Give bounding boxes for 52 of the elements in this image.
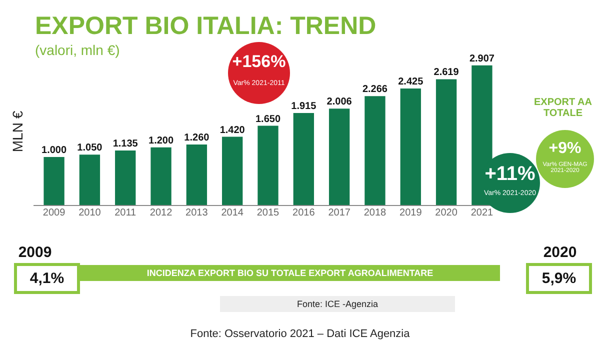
text: 2020: [542, 244, 578, 261]
x-tick-label: 2013: [186, 208, 208, 218]
source-note: Fonte: Osservatorio 2021 – Dati ICE Agenzia: [189, 328, 411, 340]
text: 5,9%: [526, 263, 592, 294]
data-label: 1.260: [184, 132, 210, 144]
bar: [258, 126, 278, 205]
bar: [222, 136, 243, 205]
bar: [293, 113, 314, 205]
bar: [79, 154, 100, 205]
data-label: 1.420: [220, 124, 246, 136]
bar: [364, 96, 386, 205]
bar: [328, 108, 350, 205]
data-label: 2.266: [362, 84, 388, 96]
x-tick-label: 2016: [292, 208, 316, 218]
x-tick-label: 2011: [114, 208, 137, 218]
data-label: 2.006: [326, 96, 352, 108]
data-label: 2.907: [469, 53, 495, 64]
data-label: 1.135: [112, 138, 138, 150]
x-tick-label: 2014: [221, 208, 244, 218]
data-label: 2.425: [398, 76, 424, 88]
y-axis-title: MLN €: [10, 110, 26, 152]
x-tick-label: 2010: [78, 208, 102, 218]
bar: [186, 144, 208, 205]
x-tick-label: 2012: [150, 208, 173, 218]
data-label: 1.200: [148, 135, 174, 146]
chart-title: EXPORT BIO ITALIA: TREND: [35, 12, 376, 41]
text: +9%: [548, 140, 582, 158]
chart-subtitle: (valori, mln €): [35, 42, 120, 58]
text: EXPORT AA TOTALE: [533, 97, 593, 119]
x-tick-label: 2021: [470, 208, 494, 218]
text: INCIDENZA EXPORT BIO SU TOTALE EXPORT AGROALIMENTARE: [80, 265, 500, 281]
source-note: Fonte: ICE -Agenzia: [220, 296, 455, 312]
text: 2009: [17, 244, 53, 261]
data-label: 1.000: [42, 144, 67, 156]
x-tick-label: 2017: [328, 208, 351, 218]
x-tick-label: 2020: [435, 208, 458, 218]
bar: [115, 150, 136, 205]
data-label: 2.619: [434, 67, 460, 78]
bar: [436, 79, 457, 205]
bar: [44, 156, 64, 205]
annotation: +11%: [484, 163, 536, 186]
x-tick-label: 2019: [400, 208, 422, 218]
x-tick-label: 2015: [256, 208, 280, 218]
data-label: 1.650: [255, 114, 281, 125]
bar: [150, 147, 172, 205]
text: 4,1%: [14, 263, 80, 294]
bar: [400, 88, 421, 205]
data-label: 1.915: [291, 101, 317, 112]
x-tick-label: 2009: [42, 208, 66, 218]
data-label: 1.050: [77, 142, 103, 154]
x-tick-label: 2018: [364, 208, 387, 218]
annotation: +156%: [231, 52, 287, 72]
